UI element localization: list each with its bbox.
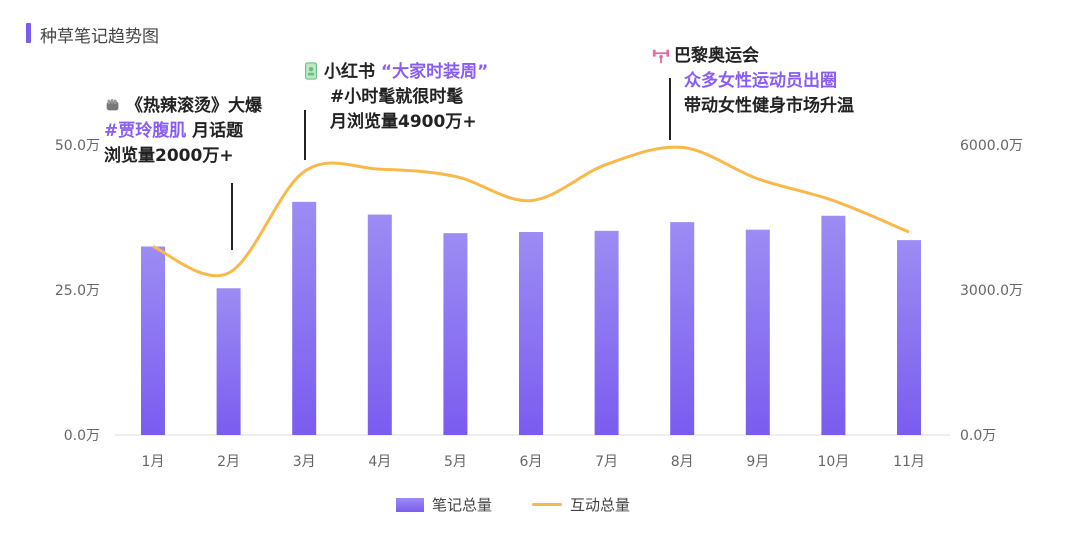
- x-tick-label: 7月: [595, 454, 618, 470]
- bar-8月: [670, 222, 695, 435]
- x-tick-label: 5月: [444, 454, 467, 470]
- annotation-highlight: 众多女性运动员出圈: [684, 71, 837, 91]
- bar-11月: [897, 240, 921, 435]
- annotation-august: 巴黎奥运会 众多女性运动员出圈 带动女性健身市场升温: [652, 44, 854, 119]
- annotation-february: 《热辣滚烫》大爆 #贾玲腹肌 月话题 浏览量2000万+: [104, 94, 262, 169]
- legend-label-interactions: 互动总量: [570, 496, 631, 514]
- x-tick-label: 6月: [520, 454, 543, 470]
- bar-9月: [745, 229, 770, 435]
- annotation-march: 小红书 “大家时装周” #小时髦就很时髦 月浏览量4900万+: [302, 60, 488, 135]
- bar-10月: [821, 215, 846, 435]
- annotation-text: 月浏览量4900万+: [330, 112, 477, 132]
- annotation-text: 带动女性健身市场升温: [684, 96, 854, 116]
- chart-title: 种草笔记趋势图: [40, 27, 159, 47]
- y-right-tick-label: 6000.0万: [960, 138, 1023, 154]
- title-accent-bar: [26, 23, 31, 43]
- annotation-highlight: “大家时装周”: [380, 62, 489, 82]
- legend-label-notes: 笔记总量: [432, 496, 493, 514]
- interaction-total-line: [152, 145, 910, 278]
- bar-1月: [141, 246, 165, 435]
- y-right-tick-label: 0.0万: [960, 428, 996, 444]
- x-tick-label: 10月: [817, 454, 849, 470]
- phone-icon: [305, 62, 317, 80]
- x-tick-label: 9月: [746, 454, 769, 470]
- legend: 笔记总量 互动总量: [396, 494, 630, 515]
- y-left-tick-label: 25.0万: [55, 283, 100, 299]
- x-tick-label: 11月: [893, 454, 925, 470]
- bar-3月: [292, 201, 317, 435]
- barbell-icon: [652, 49, 670, 64]
- x-tick-label: 3月: [293, 454, 316, 470]
- annotation-text: #小时髦就很时髦: [330, 87, 464, 107]
- bar-4月: [367, 214, 392, 435]
- annotation-text: 浏览量2000万+: [104, 146, 234, 166]
- x-tick-label: 4月: [368, 454, 391, 470]
- legend-line-swatch: [532, 503, 563, 506]
- annotation-text: 巴黎奥运会: [674, 46, 759, 66]
- bar-6月: [519, 232, 543, 435]
- bar-5月: [443, 233, 468, 435]
- y-left-tick-label: 50.0万: [55, 138, 100, 154]
- y-right-tick-label: 3000.0万: [960, 283, 1023, 299]
- annotation-text: 小红书: [324, 62, 381, 82]
- y-left-tick-label: 0.0万: [64, 428, 100, 444]
- fist-icon: [106, 99, 119, 111]
- annotation-hashtag: #贾玲腹肌: [104, 121, 187, 141]
- legend-bar-swatch: [396, 497, 424, 512]
- bar-2月: [216, 288, 241, 435]
- bar-7月: [594, 230, 619, 435]
- x-tick-label: 1月: [142, 454, 165, 470]
- x-tick-label: 2月: [217, 454, 240, 470]
- annotation-text: 月话题: [186, 121, 244, 141]
- x-tick-label: 8月: [671, 454, 694, 470]
- annotation-text: 《热辣滚烫》大爆: [126, 96, 262, 116]
